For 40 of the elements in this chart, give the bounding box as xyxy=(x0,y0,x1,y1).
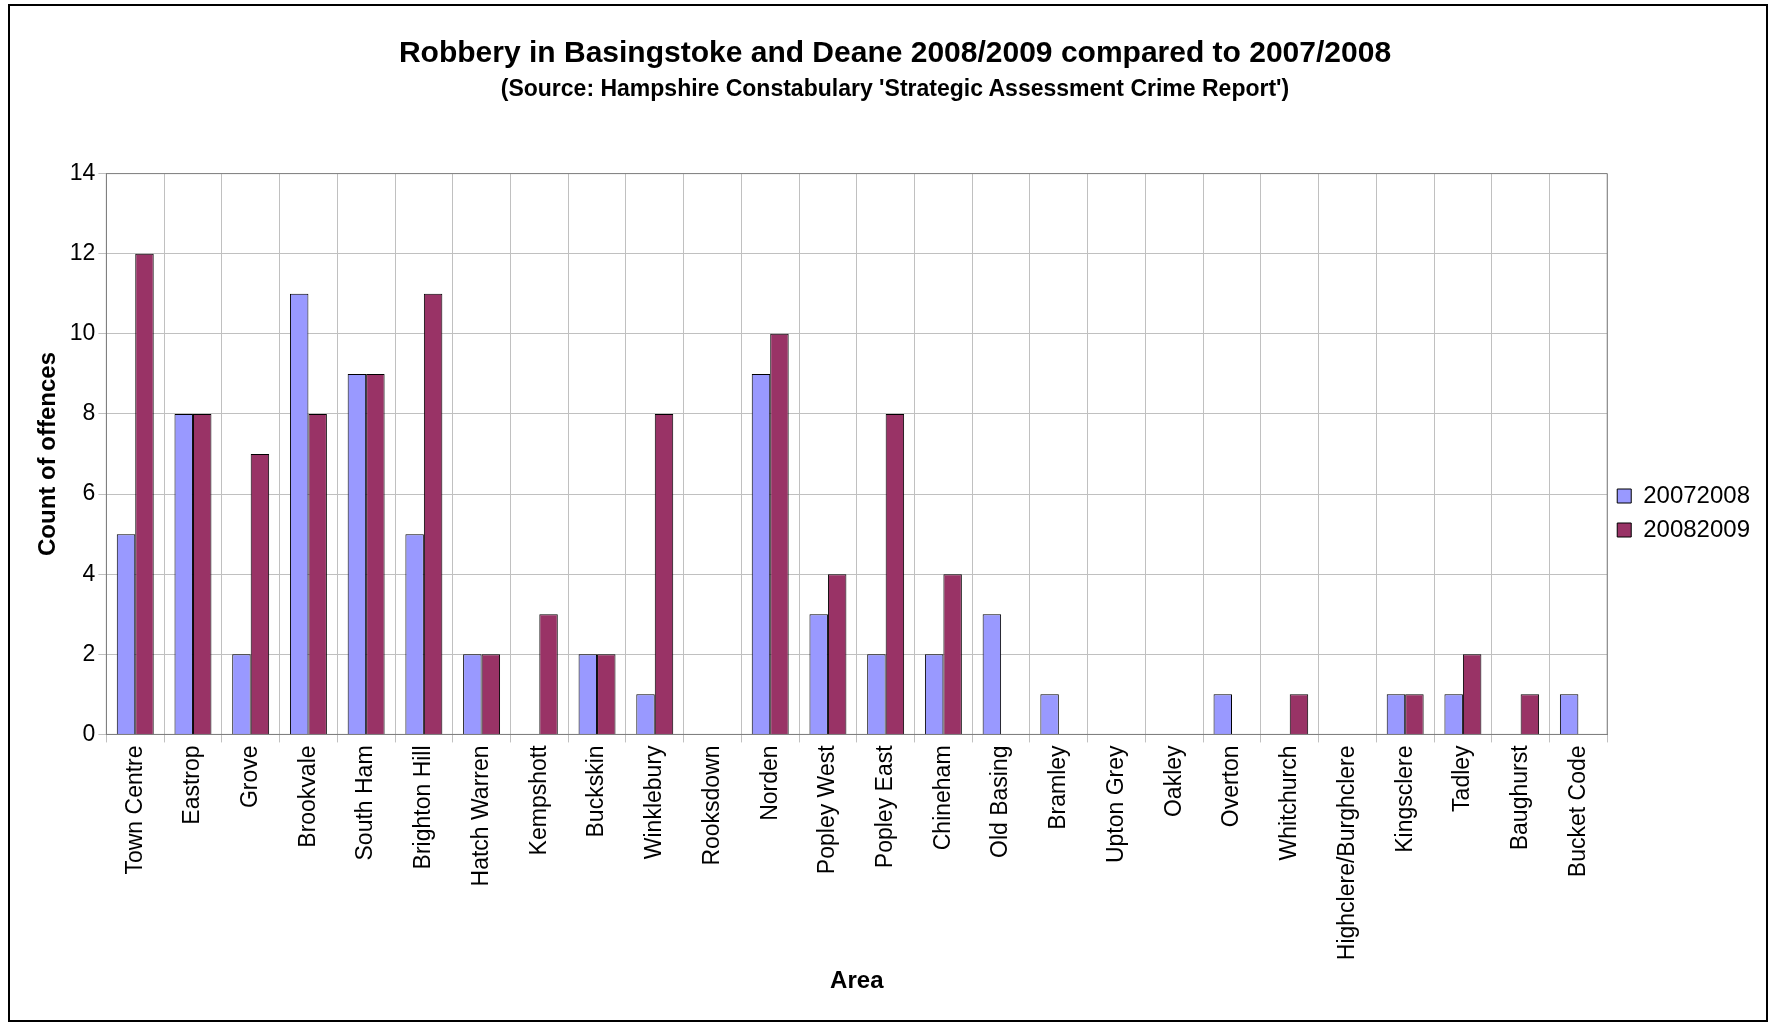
legend-label: 20072008 xyxy=(1643,480,1750,508)
x-tick-label: Tadley xyxy=(1448,744,1475,812)
x-tick-label: Brookvale xyxy=(293,745,320,848)
y-tick-label: 2 xyxy=(82,639,96,666)
x-tick-label: Upton Grey xyxy=(1101,744,1128,864)
x-tick-label: Bramley xyxy=(1044,744,1071,830)
x-tick-label: Hatch Warren xyxy=(466,745,493,887)
x-tick-label: Old Basing xyxy=(986,745,1013,858)
x-tick-label: Whitchurch xyxy=(1275,745,1302,861)
y-tick-label: 8 xyxy=(82,399,96,426)
x-tick-label: Kempshott xyxy=(524,744,551,856)
x-tick-label: Buckskin xyxy=(582,745,609,838)
x-tick-label: Overton xyxy=(1217,745,1244,828)
y-tick-label: 12 xyxy=(69,239,96,266)
x-tick-label: South Ham xyxy=(351,745,378,861)
chart-subtitle: (Source: Hampshire Constabulary 'Strategic Assessment Crime Report') xyxy=(500,75,1290,102)
x-tick-label: Baughurst xyxy=(1505,744,1532,851)
x-tick-label: Town Centre xyxy=(120,745,147,875)
y-tick-label: 6 xyxy=(82,479,96,506)
y-tick-label: 14 xyxy=(69,158,96,185)
x-tick-label: Winklebury xyxy=(640,744,667,860)
x-axis-title: Area xyxy=(830,966,885,994)
x-tick-label: Bucket Code xyxy=(1563,745,1590,878)
x-tick-label: Oakley xyxy=(1159,744,1186,818)
x-tick-label: Chineham xyxy=(928,745,955,851)
y-tick-label: 4 xyxy=(82,559,96,586)
x-tick-label: Popley West xyxy=(813,744,840,875)
x-tick-label: Popley East xyxy=(871,744,898,869)
chart-title: Robbery in Basingstoke and Deane 2008/2009 compared to 2007/2008 xyxy=(398,35,1392,69)
y-tick-label: 0 xyxy=(82,719,96,746)
x-tick-label: Highclere/Burghclere xyxy=(1332,745,1359,961)
y-axis-title: Count of offences xyxy=(33,352,61,557)
x-tick-label: Rooksdown xyxy=(697,745,724,866)
x-tick-label: Eastrop xyxy=(178,745,205,825)
x-tick-label: Brighton Hill xyxy=(409,745,436,870)
legend-label: 20082009 xyxy=(1643,514,1750,542)
y-tick-label: 10 xyxy=(69,319,96,346)
x-tick-label: Grove xyxy=(236,745,263,809)
x-tick-label: Norden xyxy=(755,745,782,821)
x-tick-label: Kingsclere xyxy=(1390,745,1417,853)
